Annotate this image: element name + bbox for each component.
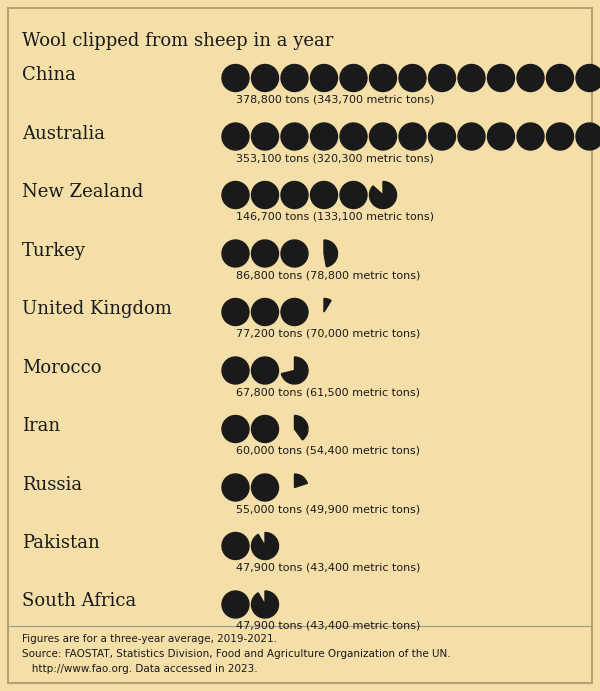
Wedge shape bbox=[295, 474, 307, 487]
Text: Figures are for a three-year average, 2019-2021.: Figures are for a three-year average, 20… bbox=[22, 634, 277, 644]
Circle shape bbox=[311, 64, 337, 91]
Text: New Zealand: New Zealand bbox=[22, 183, 143, 201]
Circle shape bbox=[399, 64, 426, 91]
Circle shape bbox=[428, 123, 455, 150]
Circle shape bbox=[222, 415, 249, 442]
Circle shape bbox=[222, 533, 249, 560]
Circle shape bbox=[487, 123, 515, 150]
Text: 353,100 tons (320,300 metric tons): 353,100 tons (320,300 metric tons) bbox=[235, 153, 433, 163]
Circle shape bbox=[222, 123, 249, 150]
Text: 378,800 tons (343,700 metric tons): 378,800 tons (343,700 metric tons) bbox=[235, 95, 434, 104]
Text: Wool clipped from sheep in a year: Wool clipped from sheep in a year bbox=[22, 32, 334, 50]
Circle shape bbox=[487, 64, 515, 91]
Circle shape bbox=[222, 299, 249, 325]
Wedge shape bbox=[251, 591, 278, 618]
Circle shape bbox=[251, 240, 278, 267]
Text: 86,800 tons (78,800 metric tons): 86,800 tons (78,800 metric tons) bbox=[235, 270, 420, 280]
Circle shape bbox=[311, 182, 337, 209]
Circle shape bbox=[251, 64, 278, 91]
Text: South Africa: South Africa bbox=[22, 592, 136, 611]
Circle shape bbox=[281, 240, 308, 267]
Text: 55,000 tons (49,900 metric tons): 55,000 tons (49,900 metric tons) bbox=[235, 504, 419, 514]
Wedge shape bbox=[281, 357, 308, 384]
Text: Australia: Australia bbox=[22, 124, 105, 142]
Circle shape bbox=[547, 64, 574, 91]
Circle shape bbox=[340, 182, 367, 209]
Circle shape bbox=[576, 123, 600, 150]
Wedge shape bbox=[295, 415, 308, 440]
Circle shape bbox=[340, 64, 367, 91]
Circle shape bbox=[458, 123, 485, 150]
Circle shape bbox=[251, 123, 278, 150]
Text: 67,800 tons (61,500 metric tons): 67,800 tons (61,500 metric tons) bbox=[235, 387, 419, 397]
Circle shape bbox=[517, 64, 544, 91]
Text: Pakistan: Pakistan bbox=[22, 534, 100, 552]
Circle shape bbox=[281, 123, 308, 150]
Circle shape bbox=[281, 182, 308, 209]
Text: Turkey: Turkey bbox=[22, 241, 86, 260]
Circle shape bbox=[222, 591, 249, 618]
Circle shape bbox=[517, 123, 544, 150]
Circle shape bbox=[251, 357, 278, 384]
Text: http://www.fao.org. Data accessed in 2023.: http://www.fao.org. Data accessed in 202… bbox=[22, 664, 257, 674]
Text: Source: FAOSTAT, Statistics Division, Food and Agriculture Organization of the U: Source: FAOSTAT, Statistics Division, Fo… bbox=[22, 649, 451, 659]
Circle shape bbox=[370, 64, 397, 91]
Circle shape bbox=[222, 474, 249, 501]
Circle shape bbox=[251, 474, 278, 501]
Text: United Kingdom: United Kingdom bbox=[22, 300, 172, 318]
Circle shape bbox=[576, 64, 600, 91]
Circle shape bbox=[428, 64, 455, 91]
Circle shape bbox=[251, 299, 278, 325]
Text: China: China bbox=[22, 66, 76, 84]
Circle shape bbox=[281, 299, 308, 325]
Circle shape bbox=[547, 123, 574, 150]
Circle shape bbox=[222, 182, 249, 209]
Circle shape bbox=[222, 64, 249, 91]
Text: 47,900 tons (43,400 metric tons): 47,900 tons (43,400 metric tons) bbox=[235, 562, 420, 573]
Text: 60,000 tons (54,400 metric tons): 60,000 tons (54,400 metric tons) bbox=[235, 446, 419, 455]
Text: 77,200 tons (70,000 metric tons): 77,200 tons (70,000 metric tons) bbox=[235, 328, 420, 339]
Wedge shape bbox=[324, 299, 331, 312]
Circle shape bbox=[222, 357, 249, 384]
Wedge shape bbox=[251, 533, 278, 560]
Text: 47,900 tons (43,400 metric tons): 47,900 tons (43,400 metric tons) bbox=[235, 621, 420, 631]
Text: Russia: Russia bbox=[22, 475, 82, 493]
Circle shape bbox=[311, 123, 337, 150]
Circle shape bbox=[340, 123, 367, 150]
Circle shape bbox=[399, 123, 426, 150]
Circle shape bbox=[458, 64, 485, 91]
Wedge shape bbox=[370, 182, 397, 209]
Text: Morocco: Morocco bbox=[22, 359, 101, 377]
Circle shape bbox=[251, 182, 278, 209]
Circle shape bbox=[251, 415, 278, 442]
Text: 146,700 tons (133,100 metric tons): 146,700 tons (133,100 metric tons) bbox=[235, 211, 433, 222]
Wedge shape bbox=[324, 240, 337, 267]
Circle shape bbox=[281, 64, 308, 91]
Circle shape bbox=[222, 240, 249, 267]
Text: Iran: Iran bbox=[22, 417, 60, 435]
Circle shape bbox=[370, 123, 397, 150]
